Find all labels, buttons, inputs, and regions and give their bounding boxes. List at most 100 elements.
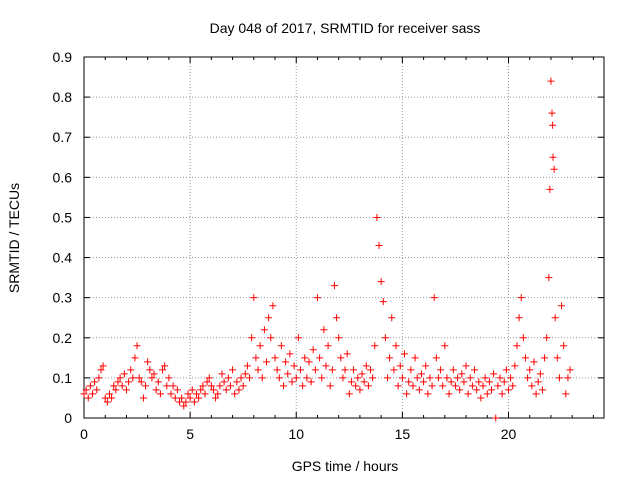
data-point: [443, 374, 451, 382]
data-point: [415, 386, 423, 394]
data-point: [218, 370, 226, 378]
data-point: [199, 382, 207, 390]
data-point: [309, 346, 317, 354]
data-point: [165, 374, 173, 382]
y-tick-label: 0: [64, 410, 72, 426]
data-point: [120, 370, 128, 378]
data-point: [558, 302, 566, 310]
data-point: [316, 354, 324, 362]
data-point: [534, 378, 542, 386]
y-tick-label: 0.2: [53, 330, 73, 346]
x-tick-label: 5: [186, 426, 194, 442]
data-point: [417, 370, 425, 378]
data-point: [460, 378, 468, 386]
data-point: [458, 370, 466, 378]
data-point: [403, 390, 411, 398]
data-point: [441, 342, 449, 350]
data-point: [299, 382, 307, 390]
data-point: [103, 398, 111, 406]
data-point: [379, 298, 387, 306]
data-point: [303, 374, 311, 382]
data-point: [182, 398, 190, 406]
data-point: [528, 382, 536, 390]
grid-lines: [84, 57, 604, 418]
data-point: [451, 382, 459, 390]
data-point: [254, 366, 262, 374]
data-point: [280, 382, 288, 390]
data-point: [390, 366, 398, 374]
data-point: [532, 390, 540, 398]
data-point: [188, 386, 196, 394]
data-point: [93, 386, 101, 394]
data-point: [502, 366, 510, 374]
data-point: [553, 354, 561, 362]
data-point: [224, 374, 232, 382]
data-point: [485, 378, 493, 386]
data-point: [269, 302, 277, 310]
data-point: [195, 394, 203, 402]
data-point: [449, 366, 457, 374]
data-point: [256, 342, 264, 350]
data-point: [504, 386, 512, 394]
data-point: [265, 314, 273, 322]
data-point: [500, 378, 508, 386]
data-point: [80, 390, 88, 398]
data-point: [161, 362, 169, 370]
data-point: [114, 378, 122, 386]
data-point: [536, 370, 544, 378]
data-point: [184, 390, 192, 398]
data-point: [326, 382, 334, 390]
data-point: [173, 386, 181, 394]
data-point: [246, 374, 254, 382]
data-point: [180, 402, 188, 410]
data-point: [413, 374, 421, 382]
data-point: [494, 382, 502, 390]
data-point: [566, 366, 574, 374]
data-point: [286, 350, 294, 358]
data-point: [386, 354, 394, 362]
data-point: [99, 362, 107, 370]
y-tick-label: 0.4: [53, 250, 73, 266]
data-point: [148, 374, 156, 382]
data-point: [203, 378, 211, 386]
data-point: [84, 394, 92, 402]
data-point: [409, 382, 417, 390]
data-point: [439, 382, 447, 390]
data-point: [205, 374, 213, 382]
data-point: [296, 366, 304, 374]
data-point: [127, 366, 135, 374]
data-point: [335, 334, 343, 342]
data-point: [555, 374, 563, 382]
data-point: [548, 109, 556, 117]
data-point: [371, 342, 379, 350]
data-point: [112, 386, 120, 394]
data-point: [405, 378, 413, 386]
data-point: [101, 394, 109, 402]
data-point: [468, 382, 476, 390]
data-point: [105, 390, 113, 398]
data-point: [339, 374, 347, 382]
data-point: [543, 334, 551, 342]
data-point: [464, 390, 472, 398]
data-point: [292, 374, 300, 382]
data-point: [345, 390, 353, 398]
data-point: [176, 398, 184, 406]
data-point: [424, 390, 432, 398]
data-point: [396, 362, 404, 370]
data-point: [333, 314, 341, 322]
data-point: [288, 378, 296, 386]
data-point: [192, 390, 200, 398]
data-point: [381, 334, 389, 342]
data-point: [466, 374, 474, 382]
data-point: [434, 374, 442, 382]
data-point: [82, 386, 90, 394]
data-point: [237, 374, 245, 382]
data-point: [271, 354, 279, 362]
data-point: [311, 366, 319, 374]
data-point: [152, 386, 160, 394]
data-point: [546, 185, 554, 193]
data-point: [509, 382, 517, 390]
data-point: [150, 370, 158, 378]
data-point: [207, 382, 215, 390]
y-tick-label: 0.9: [53, 49, 73, 65]
